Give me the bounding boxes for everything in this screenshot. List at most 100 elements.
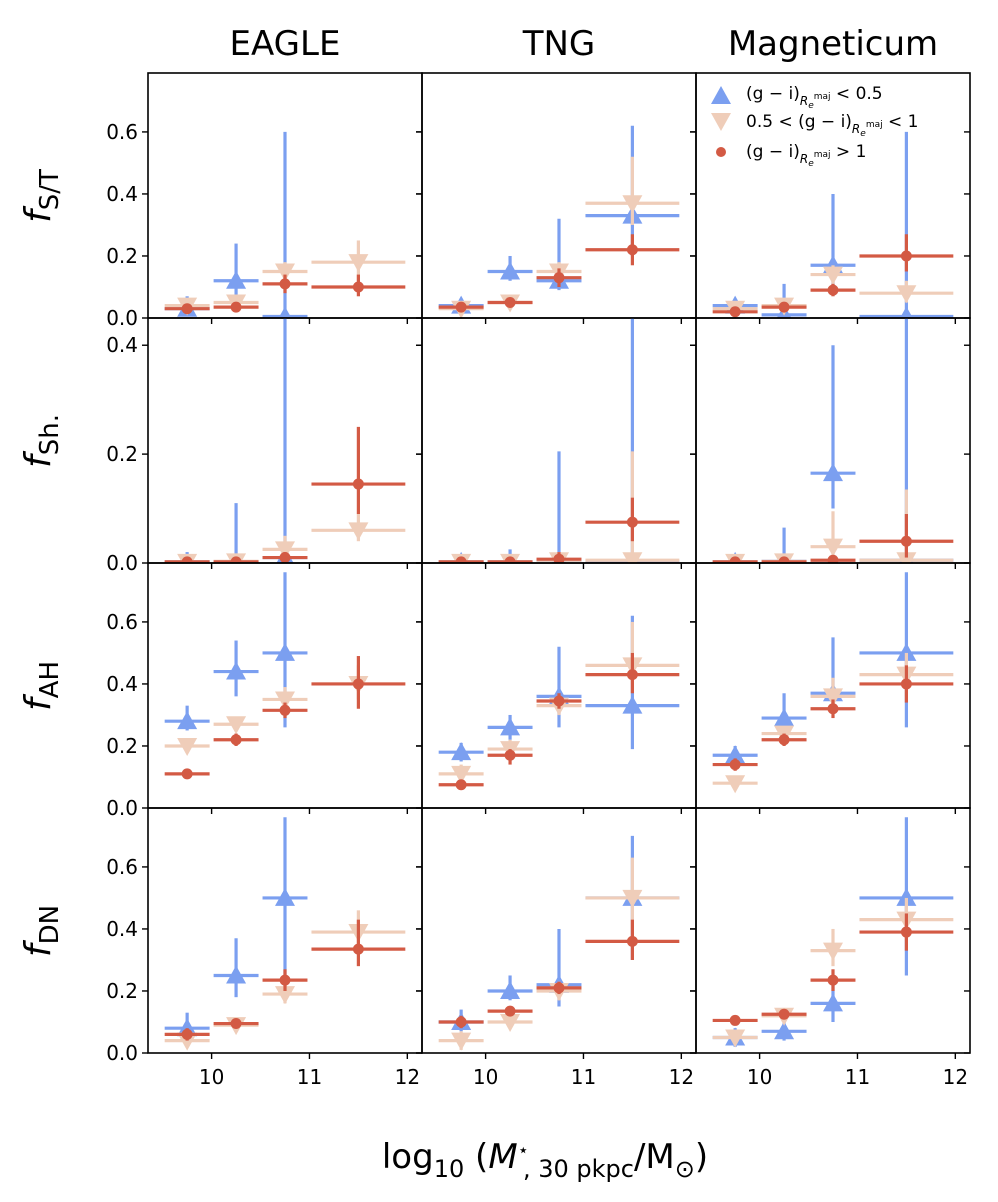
marker-red-ah-magneticum-3 [827,703,839,715]
marker-red-st-magneticum-1 [729,306,741,318]
legend-entry-1: (g − i)Remaj < 0.5 [746,84,883,111]
panel-frame-dn-magneticum [695,807,971,1054]
marker-peach-dn-tng-2 [500,1013,521,1032]
marker-peach-sh-magneticum-3 [823,538,843,557]
ytick-label-sh: 0.0 [106,551,138,575]
marker-red-st-magneticum-2 [778,301,790,313]
marker-blue-ah-eagle-1 [177,711,198,730]
marker-peach-sh-tng-4 [622,552,643,563]
ytick-label-sh: 0.4 [106,333,138,357]
legend-1-sub: R [800,94,808,108]
legend-entry-3: (g − i)Remaj > 1 [746,142,866,169]
ylabel-row-1-sub: S/T [35,169,65,210]
marker-red-st-magneticum-3 [827,284,839,296]
marker-red-ah-magneticum-1 [729,759,741,771]
legend-2-sub2: e [860,129,866,139]
marker-red-sh-eagle-2 [230,556,242,563]
marker-peach-dn-magneticum-3 [823,942,843,961]
marker-peach-st-magneticum-4 [896,285,917,304]
xtick-label-magneticum: 11 [845,1065,870,1089]
ytick-label-ah: 0.4 [106,672,138,696]
marker-blue-ah-tng-1 [451,742,472,761]
marker-red-dn-eagle-4 [352,943,364,955]
ytick-label-st: 0.0 [106,306,138,330]
ytick-label-dn: 0.0 [106,1041,138,1065]
marker-red-dn-eagle-3 [279,974,291,986]
marker-peach-dn-tng-1 [451,1032,472,1051]
panel-marks-dn-magneticum [712,817,954,1048]
marker-peach-st-eagle-3 [275,263,295,282]
marker-red-st-magneticum-4 [900,250,912,262]
ytick-label-st: 0.2 [106,244,138,268]
ytick-label-dn: 0.2 [106,979,138,1003]
xtick-label-eagle: 12 [395,1065,420,1089]
panel-dn-eagle: 0.0 0.2 0.4 0.6 10 11 12 [106,807,423,1089]
marker-red-ah-magneticum-4 [900,678,912,690]
column-title-eagle: EAGLE [230,24,341,64]
xlabel: log10 (M⋆, 30 pkpc/M⊙) [382,1137,708,1183]
marker-peach-st-tng-4 [622,195,643,214]
marker-peach-st-eagle-4 [348,254,369,273]
ytick-label-ah: 0.2 [106,734,138,758]
ytick-label-st: 0.4 [106,182,138,206]
marker-peach-sh-eagle-4 [348,522,369,541]
marker-blue-ah-magneticum-1 [725,745,746,764]
marker-blue-ah-magneticum-4 [896,642,917,661]
marker-red-sh-eagle-3 [279,552,291,563]
marker-peach-ah-magneticum-3 [823,688,843,707]
legend-2-sub: R [852,122,860,136]
marker-red-dn-magneticum-3 [827,974,839,986]
panel-sh-magneticum [690,317,971,569]
panel-marks-st-eagle [164,131,406,318]
ytick-label-dn: 0.6 [106,855,138,879]
legend-1-post: < 0.5 [831,84,883,104]
marker-red-dn-tng-3 [553,982,565,994]
marker-peach-sh-magneticum-4 [896,552,917,563]
marker-peach-ah-eagle-2 [226,716,247,735]
marker-red-ah-tng-4 [626,669,638,681]
marker-red-dn-magneticum-4 [900,926,912,938]
marker-red-sh-magneticum-1 [729,556,741,563]
marker-red-st-tng-3 [553,272,565,284]
marker-red-sh-magneticum-3 [827,554,839,563]
panel-st-tng [416,72,697,324]
xtick-label-magneticum: 12 [943,1065,968,1089]
panel-sh-tng [416,317,697,569]
panel-ah-magneticum [690,562,971,814]
panel-dn-magneticum: 10 11 12 [690,807,971,1089]
marker-peach-st-magneticum-3 [823,266,843,285]
marker-blue-dn-magneticum-3 [823,993,843,1012]
marker-red-ah-eagle-4 [352,678,364,690]
marker-peach-ah-eagle-1 [177,737,198,756]
legend-1-sup2: maj [814,92,831,102]
marker-red-ah-tng-2 [504,749,516,761]
marker-red-st-eagle-3 [279,278,291,290]
ylabel-row-2-sub: Sh. [35,414,65,455]
legend-marker-blue-triangle [711,86,731,104]
marker-red-sh-tng-4 [626,516,638,528]
ytick-label-dn: 0.4 [106,917,138,941]
marker-red-dn-eagle-2 [230,1018,242,1030]
marker-red-sh-magneticum-2 [778,556,790,563]
xlabel-sun-sub: ⊙ [675,1155,695,1183]
ylabel-row-4: fDN [18,905,65,957]
marker-blue-st-tng-2 [500,261,521,280]
marker-blue-st-magneticum-4 [899,306,913,318]
ylabel-row-3-sub: AH [35,661,65,698]
legend-3-sup2: maj [814,150,831,160]
marker-red-st-tng-2 [504,296,516,308]
legend-entry-2: 0.5 < (g − i)Remaj < 1 [746,112,918,139]
marker-blue-st-eagle-2 [226,270,247,289]
legend-3-post: > 1 [831,142,867,162]
marker-red-st-tng-1 [455,301,467,313]
marker-blue-ah-tng-4 [622,695,643,714]
marker-blue-dn-eagle-2 [226,965,247,984]
legend-marker-red-circle [716,147,726,157]
marker-peach-dn-eagle-1 [177,1032,198,1051]
marker-blue-dn-eagle-3 [275,887,295,906]
xlabel-pre-sub: 10 [434,1155,465,1183]
marker-peach-ah-tng-1 [451,765,472,784]
marker-red-sh-tng-1 [455,556,467,563]
marker-peach-sh-eagle-3 [275,541,295,560]
